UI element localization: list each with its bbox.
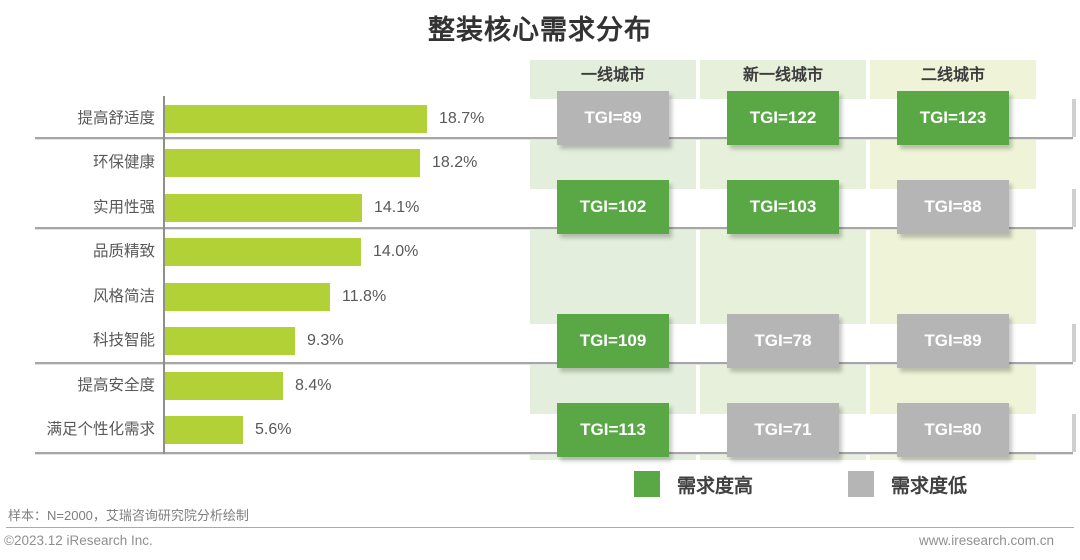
tgi-badge: TGI=78 (727, 314, 839, 368)
demand-bar (165, 327, 295, 355)
tgi-badge: TGI=89 (557, 91, 669, 145)
tgi-badge: TGI=103 (727, 180, 839, 234)
bar-value-label: 18.2% (432, 154, 478, 171)
legend-label-low: 需求度低 (891, 475, 968, 497)
legend-swatch-low-icon (848, 471, 874, 497)
demand-bar (165, 372, 283, 400)
bar-value-label: 5.6% (255, 421, 292, 438)
category-label: 提高安全度 (77, 377, 155, 394)
website-text: www.iresearch.com.cn (918, 533, 1054, 548)
tgi-badge: TGI=109 (557, 314, 669, 368)
column-header-tier2: 二线城市 (920, 67, 985, 84)
tgi-badge: TGI=102 (557, 180, 669, 234)
bar-value-label: 14.0% (373, 243, 419, 260)
bar-value-label: 8.4% (295, 377, 332, 394)
category-label: 风格简洁 (92, 288, 155, 305)
copyright-text: ©2023.12 iResearch Inc. (4, 533, 153, 548)
tgi-badge: TGI=113 (557, 403, 669, 457)
legend-item-high: 需求度高 (634, 470, 753, 498)
category-label: 品质精致 (92, 243, 155, 260)
demand-bar (165, 105, 427, 133)
demand-bar (165, 283, 330, 311)
demand-bar (165, 194, 362, 222)
sample-note: 样本：N=2000，艾瑞咨询研究院分析绘制 (8, 508, 249, 523)
demand-bar (165, 149, 420, 177)
bar-value-label: 11.8% (342, 288, 387, 305)
bar-value-label: 14.1% (374, 199, 420, 216)
group-separator-line (35, 362, 1073, 365)
group-separator-line (35, 452, 1073, 455)
footer-divider (6, 527, 1074, 528)
tgi-badge: TGI=80 (897, 403, 1009, 457)
legend-item-low: 需求度低 (848, 470, 967, 498)
tgi-badge: TGI=123 (897, 91, 1009, 145)
y-axis-line (163, 96, 165, 454)
tgi-badge: TGI=89 (897, 314, 1009, 368)
category-label: 科技智能 (92, 332, 155, 349)
group-separator-line (35, 227, 1073, 230)
demand-bar (165, 416, 243, 444)
legend-swatch-high-icon (634, 471, 660, 497)
legend-label-high: 需求度高 (677, 475, 754, 497)
category-label: 满足个性化需求 (46, 421, 155, 438)
category-label: 实用性强 (92, 199, 155, 216)
category-label: 环保健康 (92, 154, 155, 171)
tgi-badge: TGI=88 (897, 180, 1009, 234)
chart-title: 整装核心需求分布 (428, 15, 652, 45)
column-header-tier1: 一线城市 (580, 67, 645, 84)
bar-value-label: 9.3% (307, 332, 344, 349)
category-label: 提高舒适度 (77, 110, 155, 127)
bar-value-label: 18.7% (439, 110, 485, 127)
demand-bar (165, 238, 361, 266)
column-header-new-tier1: 新一线城市 (742, 67, 823, 84)
tgi-badge: TGI=122 (727, 91, 839, 145)
group-separator-line (35, 137, 1073, 140)
tgi-badge: TGI=71 (727, 403, 839, 457)
